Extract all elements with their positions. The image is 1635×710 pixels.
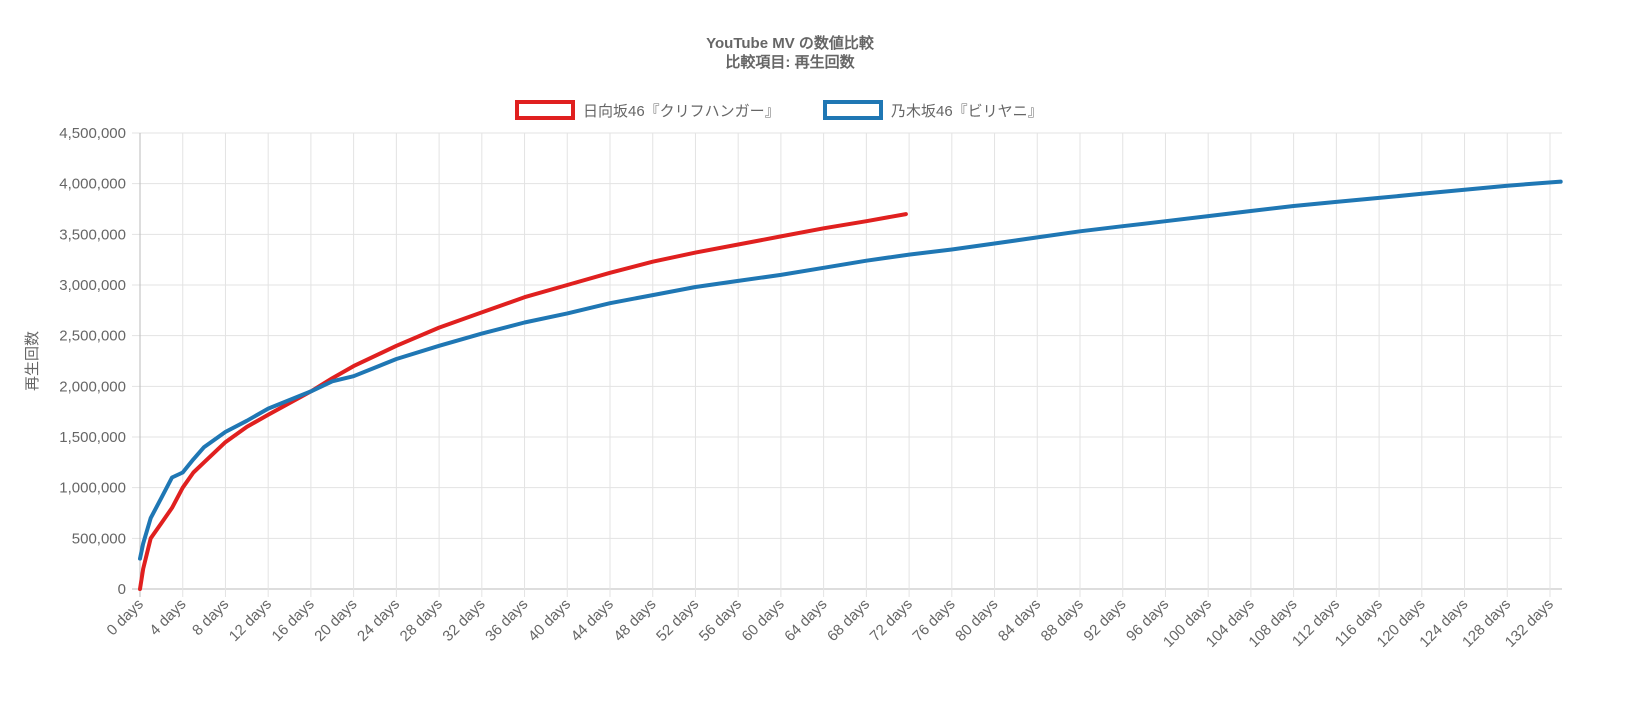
y-tick-label: 3,500,000 xyxy=(59,226,126,243)
x-tick-label: 88 days xyxy=(1038,596,1087,645)
y-tick-label: 500,000 xyxy=(72,530,126,547)
y-axis-ticks: 0 500,000 1,000,000 1,500,000 2,000,000 2,500… xyxy=(59,125,126,598)
grid xyxy=(132,132,1562,597)
series-line-hinatazaka xyxy=(138,212,908,591)
chart-title-line-1: YouTube MV の数値比較 xyxy=(706,34,875,52)
y-tick-label: 4,500,000 xyxy=(59,125,126,142)
y-tick-label: 2,000,000 xyxy=(59,378,126,395)
y-tick-label: 1,500,000 xyxy=(59,429,126,446)
y-tick-label: 3,000,000 xyxy=(59,277,126,294)
legend-swatch-blue xyxy=(823,100,883,120)
x-tick-label: 80 days xyxy=(952,596,1001,645)
x-tick-label: 12 days xyxy=(226,596,275,645)
legend-item-nogizaka[interactable]: 乃木坂46『ビリヤニ』 xyxy=(823,100,1043,120)
x-tick-label: 32 days xyxy=(439,596,488,645)
x-tick-label: 36 days xyxy=(482,596,531,645)
x-tick-label: 28 days xyxy=(397,596,446,645)
legend-label: 日向坂46『クリフハンガー』 xyxy=(583,103,780,120)
x-tick-label: 68 days xyxy=(824,596,873,645)
x-tick-label: 84 days xyxy=(995,596,1044,645)
x-tick-label: 76 days xyxy=(909,596,958,645)
x-tick-label: 72 days xyxy=(867,596,916,645)
legend-item-hinatazaka[interactable]: 日向坂46『クリフハンガー』 xyxy=(515,100,780,120)
series-lines xyxy=(138,179,1563,591)
legend-swatch-red xyxy=(515,100,575,120)
x-tick-label: 24 days xyxy=(354,596,403,645)
x-tick-label: 20 days xyxy=(311,596,360,645)
x-tick-label: 60 days xyxy=(739,596,788,645)
y-tick-label: 0 xyxy=(118,581,126,598)
x-tick-label: 64 days xyxy=(781,596,830,645)
x-tick-label: 40 days xyxy=(525,596,574,645)
chart-title-line-2: 比較項目: 再生回数 xyxy=(725,53,855,71)
x-tick-label: 44 days xyxy=(568,596,617,645)
x-tick-label: 0 days xyxy=(104,596,147,639)
y-tick-label: 1,000,000 xyxy=(59,480,126,497)
y-tick-label: 2,500,000 xyxy=(59,328,126,345)
x-tick-label: 92 days xyxy=(1080,596,1129,645)
x-tick-label: 16 days xyxy=(269,596,318,645)
x-tick-label: 56 days xyxy=(696,596,745,645)
y-axis-title: 再生回数 xyxy=(24,331,41,391)
x-tick-label: 48 days xyxy=(610,596,659,645)
series-line-nogizaka xyxy=(138,179,1563,561)
legend: 日向坂46『クリフハンガー』 乃木坂46『ビリヤニ』 xyxy=(515,100,1043,120)
legend-label: 乃木坂46『ビリヤニ』 xyxy=(891,103,1043,120)
x-tick-label: 52 days xyxy=(653,596,702,645)
x-tick-label: 4 days xyxy=(146,596,189,639)
y-tick-label: 4,000,000 xyxy=(59,176,126,193)
